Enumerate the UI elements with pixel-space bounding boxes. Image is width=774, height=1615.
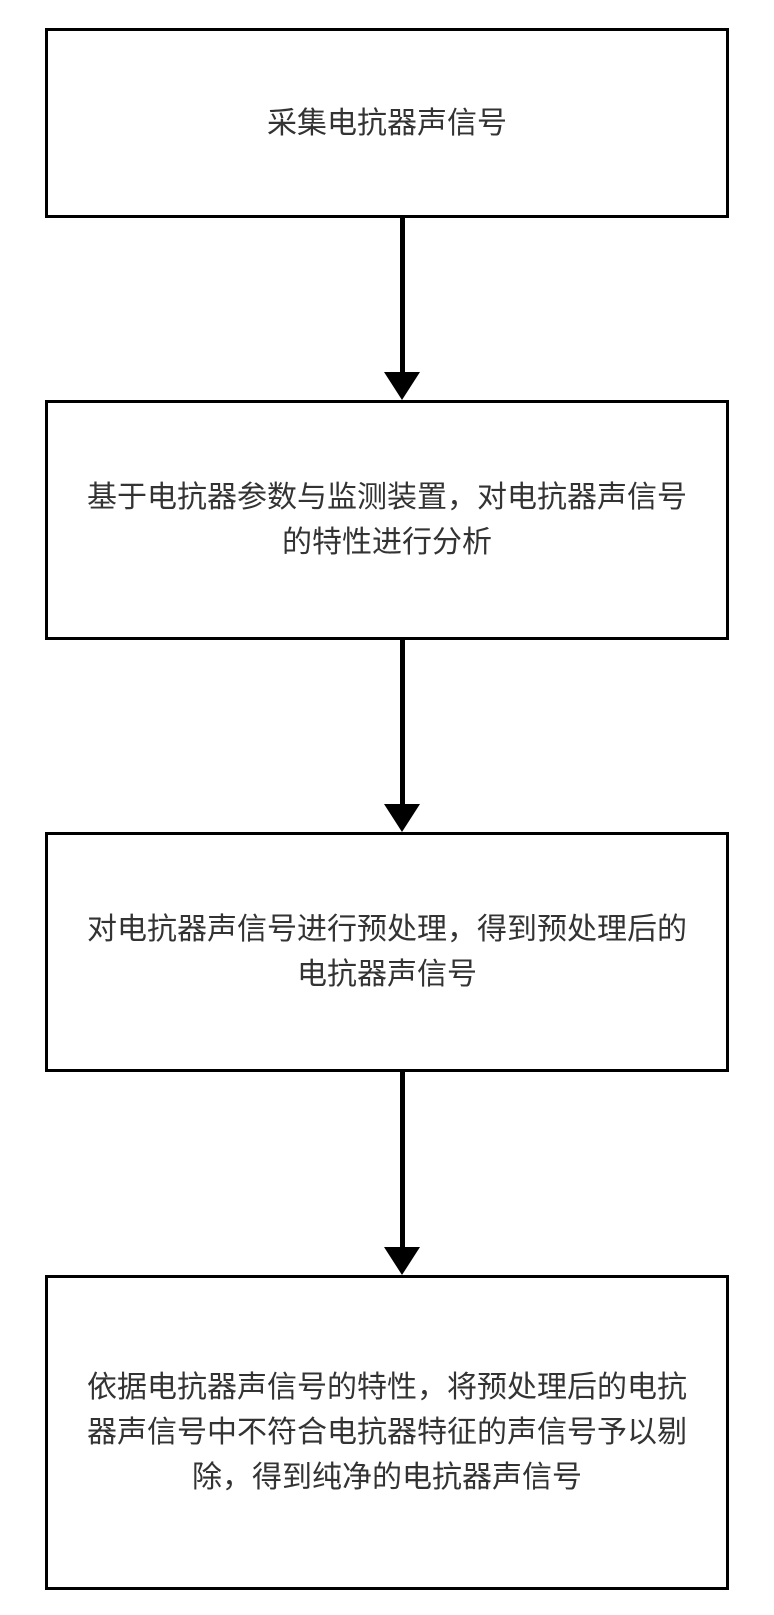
arrow-2 xyxy=(384,640,420,832)
arrow-head-icon xyxy=(384,372,420,400)
arrow-1-line xyxy=(400,218,405,372)
flow-step-2-text: 基于电抗器参数与监测装置，对电抗器声信号的特性进行分析 xyxy=(78,475,696,565)
flow-step-3-text: 对电抗器声信号进行预处理，得到预处理后的电抗器声信号 xyxy=(78,907,696,997)
arrow-1 xyxy=(384,218,420,400)
flowchart-container: 采集电抗器声信号 基于电抗器参数与监测装置，对电抗器声信号的特性进行分析 对电抗… xyxy=(0,0,774,1615)
flow-step-4-text: 依据电抗器声信号的特性，将预处理后的电抗器声信号中不符合电抗器特征的声信号予以剔… xyxy=(78,1365,696,1500)
flow-step-1: 采集电抗器声信号 xyxy=(45,28,729,218)
flow-step-1-text: 采集电抗器声信号 xyxy=(267,101,507,146)
flow-step-4: 依据电抗器声信号的特性，将预处理后的电抗器声信号中不符合电抗器特征的声信号予以剔… xyxy=(45,1275,729,1590)
arrow-head-icon xyxy=(384,804,420,832)
flow-step-2: 基于电抗器参数与监测装置，对电抗器声信号的特性进行分析 xyxy=(45,400,729,640)
arrow-3 xyxy=(384,1072,420,1275)
arrow-head-icon xyxy=(384,1247,420,1275)
arrow-3-line xyxy=(400,1072,405,1247)
arrow-2-line xyxy=(400,640,405,804)
flow-step-3: 对电抗器声信号进行预处理，得到预处理后的电抗器声信号 xyxy=(45,832,729,1072)
